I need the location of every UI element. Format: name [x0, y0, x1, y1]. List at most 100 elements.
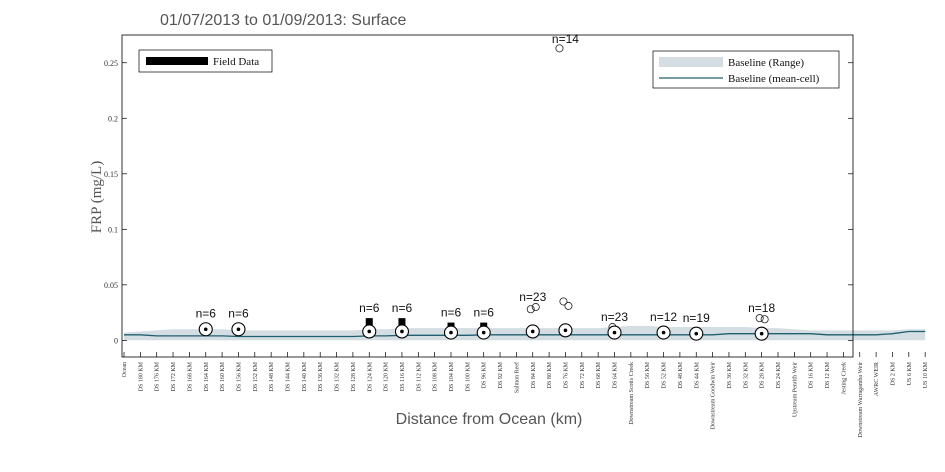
- site-marker: n=23: [519, 290, 547, 339]
- x-tick-label: DS 24 KM: [776, 361, 782, 388]
- site-outlier-point: [559, 297, 568, 306]
- x-axis: Ocean DS 180 KM DS 176 KM DS 172 KM DS 168 K…: [122, 352, 929, 437]
- baseline-mean-legend-label: Baseline (mean-cell): [728, 73, 820, 85]
- site-iqr-box: [365, 318, 373, 328]
- field-data-layer: n=6 n=6 n=6 n=6 n=6 n=6 n=23 n=14 n=23 n=12 n=19 n=…: [196, 32, 775, 341]
- x-tick-label: DS 12 KM: [825, 361, 831, 388]
- y-axis: 0 0.05 0.1 0.15 0.2 0.25: [104, 59, 853, 345]
- field-data-legend-swatch: [146, 57, 208, 65]
- x-tick-label: DS 96 KM: [482, 361, 488, 388]
- x-tick-label: DS 108 KM: [433, 361, 439, 391]
- x-tick-label: US 6 KM: [907, 361, 913, 385]
- site-median-dot: [203, 327, 208, 332]
- site-marker: n=6: [196, 307, 217, 337]
- site-median-dot: [449, 330, 453, 335]
- baseline-legend: Baseline (Range) Baseline (mean-cell): [652, 50, 840, 89]
- x-tick-label: DS 44 KM: [694, 361, 700, 388]
- site-n-label: n=18: [748, 301, 775, 315]
- site-marker: n=19: [683, 311, 710, 341]
- x-axis-label: Distance from Ocean (km): [396, 411, 583, 428]
- site-marker: n=12: [650, 310, 677, 340]
- y-tick-label: 0.15: [104, 170, 118, 179]
- x-tick-label: DS 160 KM: [220, 361, 226, 391]
- site-marker: n=6: [228, 307, 249, 337]
- x-tick-label: DS 52 KM: [662, 361, 668, 388]
- site-outlier-point: [755, 314, 764, 323]
- baseline-mean-layer: [124, 330, 926, 338]
- x-tick-label: DS 156 KM: [237, 361, 243, 391]
- x-tick-label: DS 104 KM: [449, 361, 455, 391]
- x-tick-label: AWRC WEIR: [874, 362, 880, 396]
- x-tick-label: US 10 KM: [923, 361, 929, 388]
- baseline-range-legend-label: Baseline (Range): [728, 57, 804, 69]
- x-tick-label: Downstream Scotts Creek: [629, 362, 635, 425]
- x-tick-label: DS 136 KM: [318, 361, 324, 391]
- x-tick-label: Ocean: [122, 362, 128, 377]
- site-median-dot: [367, 329, 372, 334]
- site-n-label: n=6: [359, 301, 380, 315]
- x-tick-label: DS 176 KM: [155, 361, 161, 391]
- x-tick-label: DS 128 KM: [351, 361, 357, 391]
- site-median-dot: [400, 329, 404, 334]
- x-tick-label: DS 48 KM: [678, 361, 684, 388]
- x-tick-label: DS 168 KM: [187, 361, 193, 391]
- site-outlier-point: [760, 315, 769, 324]
- x-tick-label: DS 28 KM: [760, 361, 766, 388]
- x-tick-label: DS 100 KM: [465, 361, 471, 391]
- site-n-label: n=6: [474, 306, 495, 320]
- site-n-label: n=12: [650, 310, 677, 324]
- x-tick-label: DS 32 KM: [743, 361, 749, 388]
- site-n-label: n=23: [519, 290, 546, 304]
- chart-title: 01/07/2013 to 01/09/2013: Surface: [160, 12, 407, 29]
- x-tick-label: Salmon Reef: [513, 362, 520, 393]
- x-tick-label: DS 180 KM: [138, 361, 144, 391]
- x-tick-label: Downstream Goodwin Weir: [711, 362, 717, 429]
- site-marker: n=6: [359, 301, 380, 339]
- x-tick-label: DS 16 KM: [809, 361, 815, 388]
- site-outlier-point: [531, 303, 540, 312]
- x-tick-label: DS 76 KM: [564, 361, 570, 388]
- y-axis-label: FRP (mg/L): [89, 161, 105, 233]
- plot-frame: [121, 34, 854, 358]
- site-median-dot: [236, 327, 241, 332]
- x-tick-label: DS 84 KM: [531, 361, 537, 388]
- site-n-label: n=6: [392, 301, 413, 315]
- site-marker: n=6: [474, 306, 495, 340]
- field-data-legend-label: Field Data: [213, 56, 259, 68]
- x-tick-label: DS 120 KM: [384, 361, 390, 391]
- x-tick-label: DS 92 KM: [498, 361, 504, 388]
- x-tick-label: Upstream Penrith Weir: [792, 362, 798, 417]
- x-tick-label: DS 148 KM: [269, 361, 275, 391]
- site-marker: n=18: [748, 301, 775, 341]
- site-marker: n=6: [392, 301, 413, 339]
- y-tick-label: 0.1: [108, 225, 118, 234]
- site-median-dot: [759, 331, 764, 336]
- x-tick-label: DS 152 KM: [253, 361, 259, 391]
- baseline-mean-line: [124, 330, 926, 338]
- site-marker: n=6: [441, 306, 462, 340]
- x-tick-label: DS 80 KM: [547, 361, 553, 388]
- y-tick-label: 0.05: [104, 281, 118, 290]
- x-tick-label: DS 116 KM: [400, 361, 406, 391]
- site-median-dot: [563, 328, 568, 333]
- site-outlier-point: [526, 305, 535, 314]
- x-tick-label: DS 124 KM: [367, 361, 373, 391]
- x-tick-label: DS 72 KM: [580, 361, 586, 388]
- site-n-label: n=23: [601, 310, 628, 324]
- baseline-range-legend-swatch: [659, 57, 723, 67]
- site-outlier-point: [555, 44, 564, 53]
- x-tick-label: DS 56 KM: [645, 361, 651, 388]
- site-n-label: n=6: [196, 307, 217, 321]
- x-tick-label: DS 132 KM: [335, 361, 341, 391]
- site-median-dot: [481, 330, 486, 335]
- site-n-label: n=6: [441, 306, 462, 320]
- site-median-dot: [661, 330, 666, 335]
- x-tick-label: Jesting Creek: [841, 362, 847, 395]
- x-tick-label: DS 172 KM: [171, 361, 177, 391]
- site-median-dot: [530, 329, 535, 334]
- y-tick-label: 0.2: [108, 114, 118, 123]
- site-marker: n=23: [601, 310, 628, 340]
- field-data-legend: Field Data: [138, 49, 273, 73]
- x-tick-label: DS 144 KM: [286, 361, 292, 391]
- site-n-label: n=19: [683, 311, 710, 325]
